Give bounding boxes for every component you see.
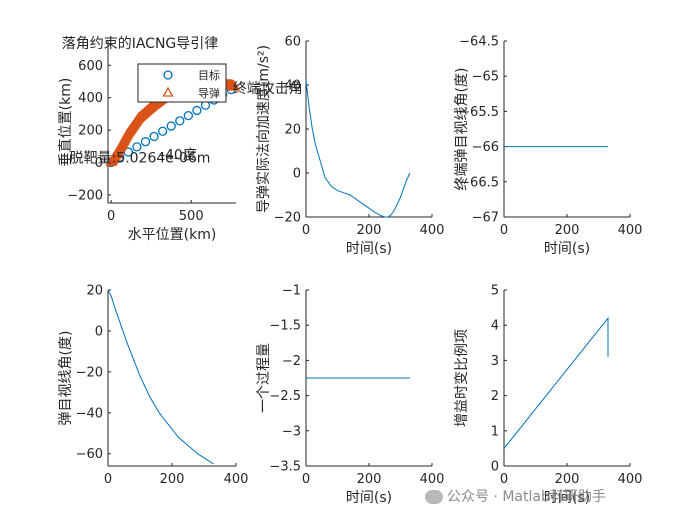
chart6-y-tick-label: 3 — [491, 354, 499, 369]
chart5-x-tick-label: 200 — [357, 472, 382, 487]
chart1-x-tick-label: 0 — [107, 209, 115, 224]
chart1-target-marker — [132, 142, 142, 152]
chart5-y-tick-label: −3 — [282, 424, 301, 439]
chart6-x-tick-label: 400 — [618, 472, 643, 487]
chart2-plot-area — [306, 41, 432, 217]
chart3-y-tick-label: −66 — [472, 140, 499, 155]
chart2-x-tick-label: 200 — [357, 223, 382, 238]
watermark: 公众号 · Matlab科研助手 — [425, 486, 606, 506]
chart2-y-tick-label: 0 — [293, 167, 301, 182]
chart6-y-tick-label: 0 — [491, 460, 499, 475]
chart5-y-tick-label: −2 — [282, 354, 301, 369]
chart6-x-label: 时间(s) — [544, 490, 590, 506]
chart1-annotation-3: -40度 — [160, 147, 197, 163]
chart1-target-marker — [183, 110, 193, 121]
chart1-legend-target-marker — [163, 70, 173, 80]
chart1-target-marker — [149, 131, 159, 142]
chart2-y-tick-label: 40 — [284, 79, 301, 94]
chart1-target-marker — [157, 126, 168, 136]
chart5-x-tick-label: 400 — [420, 472, 445, 487]
chart4-y-label: 弹目视线角(度) — [58, 331, 74, 426]
chart3-y-label: 终端弹目视线角(度) — [454, 68, 470, 191]
chart1-y-tick-label: 200 — [78, 124, 103, 139]
chart5-x-label: 时间(s) — [346, 490, 392, 506]
chart1-annotation-1: 脱靶量:5.0264e-06m — [70, 151, 211, 167]
wechat-icon — [425, 490, 443, 504]
chart6-y-tick-label: 5 — [491, 284, 499, 299]
chart2-x-label: 时间(s) — [346, 241, 392, 257]
chart3-y-tick-label: −66.5 — [459, 175, 499, 190]
chart6-y-label: 增益时变比例项 — [454, 329, 470, 427]
chart4-x-tick-label: 400 — [224, 472, 249, 487]
chart2-series-line — [305, 80, 411, 218]
chart5-y-tick-label: −1.5 — [269, 319, 301, 334]
chart5-x-tick-label: 0 — [302, 472, 310, 487]
chart1-target-marker — [175, 116, 185, 126]
chart6-y-tick-label: 4 — [491, 319, 499, 334]
chart2-y-tick-label: −20 — [274, 211, 301, 226]
chart3-x-tick-label: 400 — [618, 223, 643, 238]
chart1-title: 落角约束的IACNG导引律 — [62, 36, 219, 52]
chart1-legend-missile-marker — [162, 86, 174, 97]
chart1-y-label: 垂直位置(km) — [57, 78, 74, 167]
chart1-x-tick-label: 500 — [179, 209, 204, 224]
chart1-y-tick-label: 400 — [78, 91, 103, 106]
chart2-x-tick-label: 0 — [302, 223, 310, 238]
chart4-x-tick-label: 0 — [104, 472, 112, 487]
chart5-y-tick-label: −2.5 — [269, 389, 301, 404]
chart1-y-tick-label: −200 — [67, 188, 103, 203]
chart1-target-marker — [192, 105, 202, 116]
chart3-plot-area — [504, 41, 630, 217]
chart1-annotation-2: 终端攻击角 — [233, 81, 303, 97]
chart2-y-tick-label: 20 — [284, 123, 301, 138]
chart1-legend-box — [137, 63, 227, 103]
chart6-series-line — [503, 316, 609, 449]
chart1-target-marker — [140, 137, 151, 147]
chart1-legend-target-label: 目标 — [198, 68, 220, 82]
chart3-y-tick-label: −64.5 — [459, 35, 499, 50]
chart3-x-tick-label: 0 — [500, 223, 508, 238]
chart2-y-label: 导弹实际法向加速度(m/s²) — [256, 45, 272, 213]
chart6-plot-area — [504, 290, 630, 466]
chart4-y-tick-label: −40 — [76, 406, 103, 421]
chart6-y-tick-label: 2 — [491, 389, 499, 404]
chart1-x-label: 水平位置(km) — [128, 227, 217, 243]
chart3-x-tick-label: 200 — [555, 223, 580, 238]
chart4-plot-area — [108, 290, 236, 466]
chart1-y-tick-label: 600 — [78, 59, 103, 74]
chart1-target-marker — [166, 121, 176, 131]
chart4-series-line — [107, 289, 214, 465]
chart4-y-tick-label: 0 — [95, 324, 103, 339]
watermark-text: 公众号 · Matlab科研助手 — [447, 489, 606, 505]
chart4-y-tick-label: −60 — [76, 447, 103, 462]
chart5-y-tick-label: −1 — [282, 284, 301, 299]
chart4-y-tick-label: −20 — [76, 365, 103, 380]
chart1-missile-marker — [228, 80, 241, 91]
chart4-y-tick-label: 20 — [86, 284, 103, 299]
chart6-y-tick-label: 1 — [491, 424, 499, 439]
chart6-x-tick-label: 200 — [555, 472, 580, 487]
chart2-x-tick-label: 400 — [420, 223, 445, 238]
chart4-x-tick-label: 200 — [160, 472, 185, 487]
chart3-y-tick-label: −67 — [472, 211, 499, 226]
chart3-x-label: 时间(s) — [544, 241, 590, 257]
chart1-legend-missile-label: 导弹 — [198, 86, 220, 100]
chart3-y-tick-label: −65 — [472, 70, 499, 85]
chart1-y-tick-label: 0 — [95, 156, 103, 171]
chart6-x-tick-label: 0 — [500, 472, 508, 487]
chart5-y-tick-label: −3.5 — [269, 460, 301, 475]
chart2-y-tick-label: 60 — [284, 35, 301, 50]
chart3-y-tick-label: −65.5 — [459, 105, 499, 120]
chart5-y-label: 一个过程量 — [256, 343, 272, 413]
